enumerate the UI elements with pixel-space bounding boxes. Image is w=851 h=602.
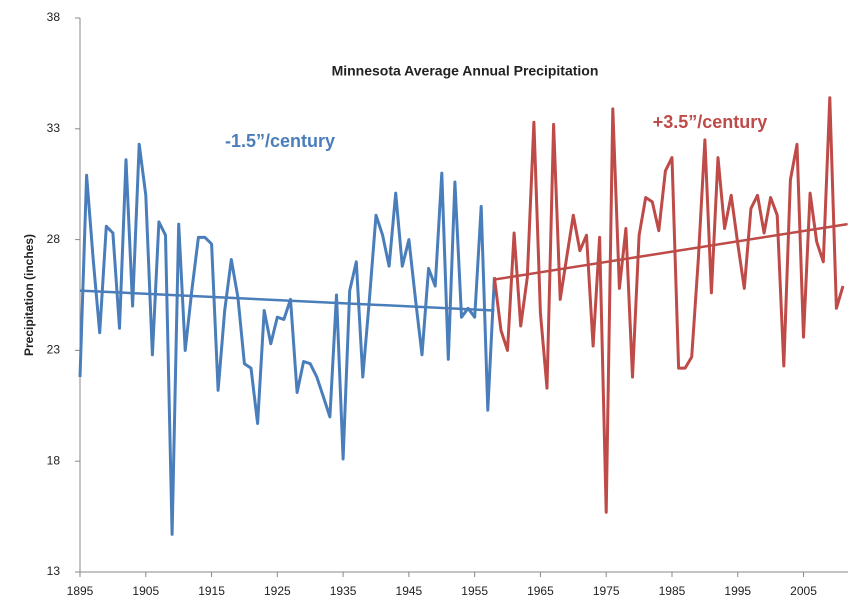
x-tick-label: 1955	[461, 584, 488, 598]
x-tick-label: 1895	[67, 584, 94, 598]
x-tick-label: 1985	[659, 584, 686, 598]
trend-annotation: -1.5”/century	[225, 131, 335, 151]
y-tick-label: 28	[47, 232, 61, 246]
x-tick-label: 1965	[527, 584, 554, 598]
y-tick-label: 38	[47, 10, 61, 24]
trend-line	[79, 289, 495, 312]
x-tick-label: 2005	[790, 584, 817, 598]
x-tick-label: 1975	[593, 584, 620, 598]
x-tick-label: 1935	[330, 584, 357, 598]
y-tick-label: 13	[47, 564, 61, 578]
y-tick-label: 33	[47, 121, 61, 135]
x-tick-label: 1915	[198, 584, 225, 598]
y-tick-label: 18	[47, 453, 61, 467]
chart-title: Minnesota Average Annual Precipitation	[332, 63, 599, 79]
y-tick-label: 23	[47, 343, 61, 357]
series-line	[78, 142, 496, 536]
x-tick-label: 1945	[396, 584, 423, 598]
x-tick-label: 1905	[132, 584, 159, 598]
y-axis-label: Precipitation (inches)	[22, 234, 36, 356]
trend-annotation: +3.5”/century	[653, 112, 768, 132]
x-tick-label: 1925	[264, 584, 291, 598]
x-tick-label: 1995	[724, 584, 751, 598]
trend-line	[494, 222, 848, 281]
series-line	[492, 96, 845, 514]
